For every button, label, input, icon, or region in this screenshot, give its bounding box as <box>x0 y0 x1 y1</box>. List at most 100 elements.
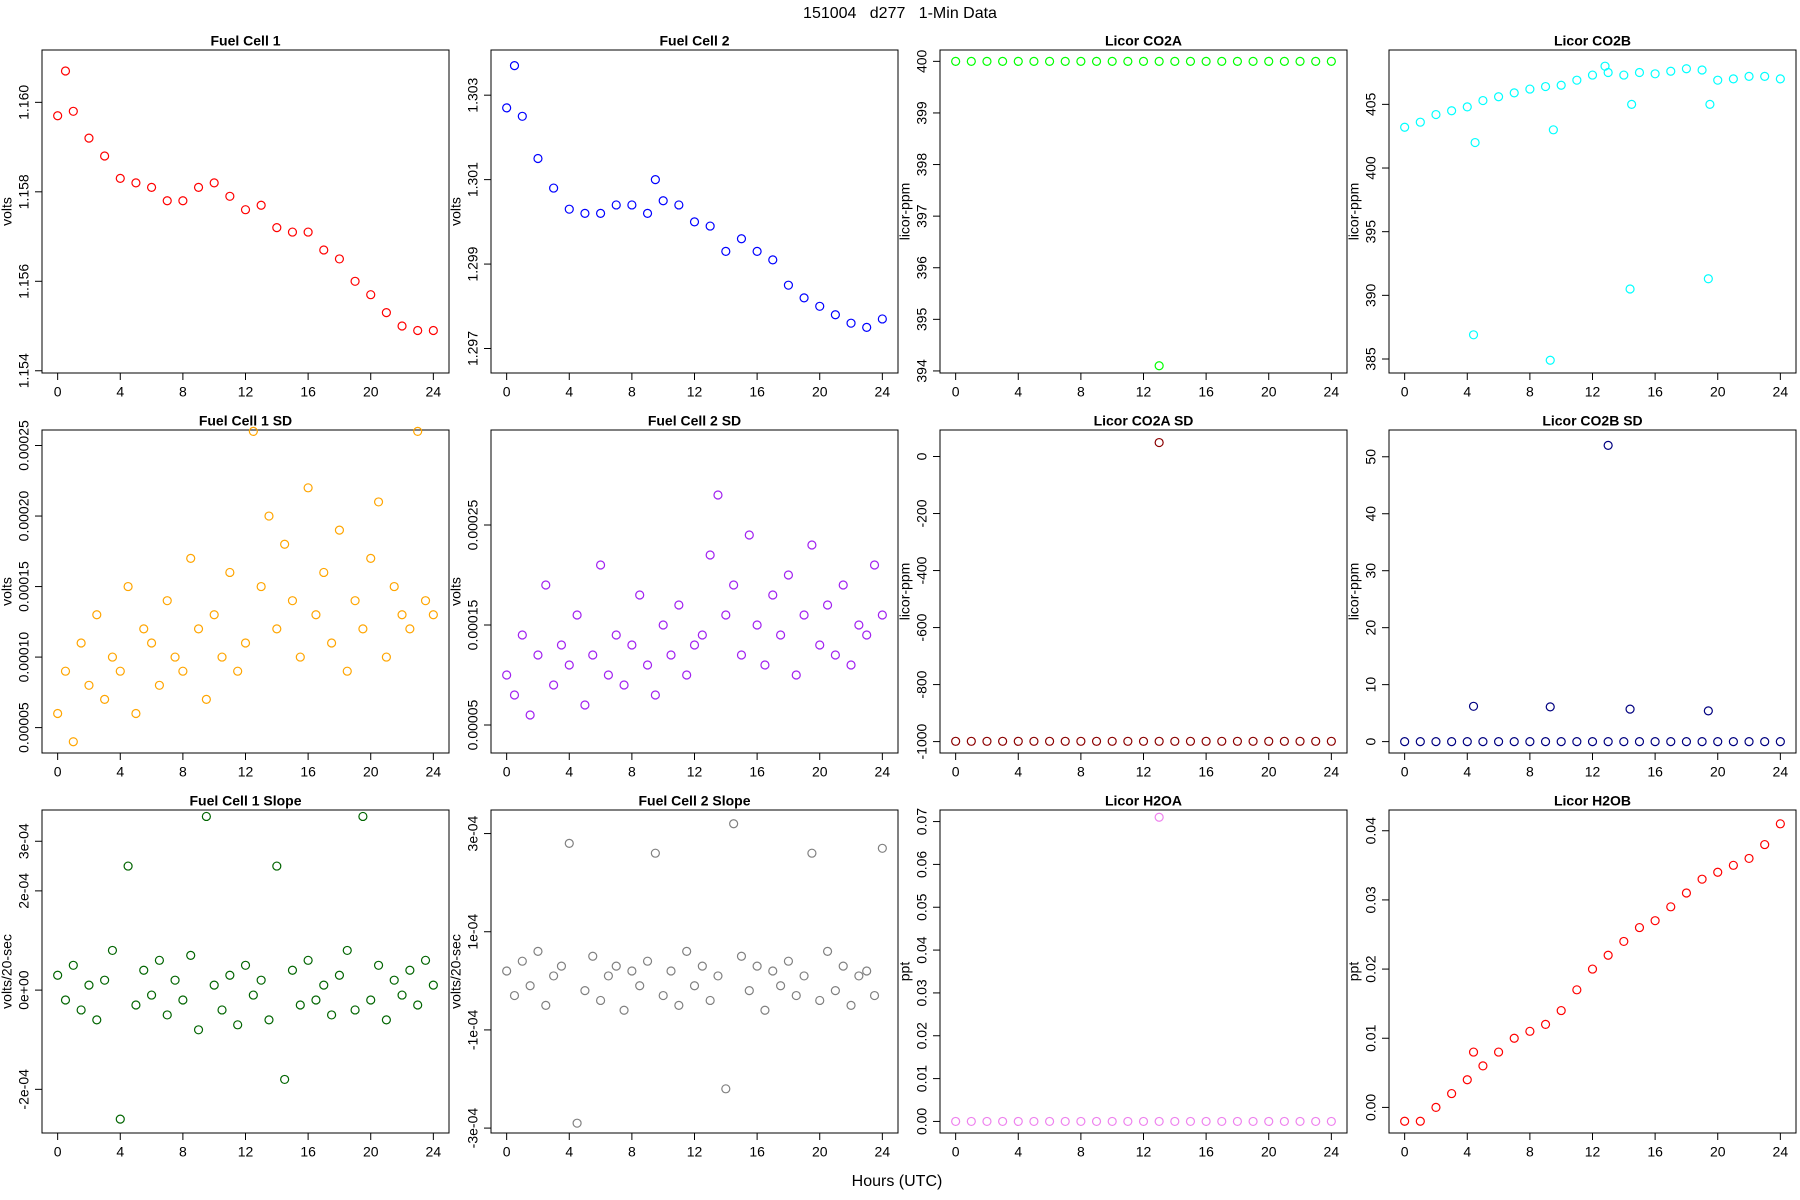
point <box>107 652 118 662</box>
point <box>311 995 321 1005</box>
point <box>272 861 282 871</box>
x-tick-label: 4 <box>1014 384 1022 400</box>
point <box>799 610 809 620</box>
point <box>68 737 78 747</box>
point <box>791 990 801 1001</box>
y-tick-label: 0.02 <box>914 1022 930 1049</box>
point <box>1232 1116 1243 1127</box>
point <box>1619 737 1629 747</box>
point <box>1619 70 1629 80</box>
point <box>186 950 196 960</box>
point <box>533 650 543 660</box>
point <box>287 227 298 237</box>
point <box>1556 737 1566 747</box>
point <box>1760 71 1770 81</box>
point <box>556 961 567 971</box>
y-tick-label: 40 <box>1363 506 1379 522</box>
y-tick-label: 0.00025 <box>465 499 481 550</box>
y-tick-label: -1e-04 <box>465 1009 481 1050</box>
point <box>783 956 794 966</box>
point <box>413 426 423 437</box>
point <box>752 246 762 256</box>
point <box>428 610 438 620</box>
y-axis-label: licor-ppm <box>1346 563 1362 621</box>
y-tick-label: 395 <box>914 307 930 331</box>
y-tick-label: 0.04 <box>914 936 930 963</box>
point <box>951 736 961 746</box>
point <box>509 61 520 71</box>
panel-title: Fuel Cell 2 Slope <box>638 793 750 809</box>
point <box>381 1015 391 1025</box>
point <box>854 971 864 981</box>
point <box>674 600 684 610</box>
point <box>248 426 258 437</box>
point <box>1415 1116 1425 1126</box>
point <box>1572 75 1582 85</box>
point <box>68 106 78 116</box>
point <box>1775 819 1785 829</box>
point <box>721 246 731 256</box>
page-title: 151004 d277 1-Min Data <box>803 5 997 22</box>
point <box>1060 1116 1070 1127</box>
point <box>1279 56 1289 66</box>
x-tick-label: 0 <box>1401 764 1409 780</box>
plot-frame <box>939 429 1348 754</box>
y-tick-label: 0.02 <box>1363 955 1379 982</box>
point <box>1107 736 1117 746</box>
point <box>998 1116 1008 1127</box>
point <box>1154 437 1164 448</box>
point <box>595 208 606 218</box>
point <box>413 325 423 336</box>
point <box>729 819 739 829</box>
point <box>721 610 731 620</box>
point <box>1248 736 1258 746</box>
point <box>517 111 527 121</box>
point <box>611 961 621 971</box>
x-tick-label: 8 <box>1526 764 1534 780</box>
point <box>846 1000 856 1010</box>
point <box>233 1020 243 1030</box>
x-tick-label: 8 <box>179 764 187 780</box>
point <box>272 223 282 233</box>
point <box>178 995 188 1005</box>
point <box>549 680 559 690</box>
point <box>611 200 621 210</box>
point <box>1666 66 1676 76</box>
point <box>397 321 407 331</box>
y-axis-label: ppt <box>1346 962 1362 982</box>
point <box>1447 106 1457 116</box>
x-tick-label: 24 <box>875 384 891 400</box>
x-tick-label: 0 <box>952 384 960 400</box>
x-tick-label: 0 <box>54 764 62 780</box>
point <box>982 736 992 746</box>
point <box>580 700 590 710</box>
point <box>350 596 360 606</box>
point <box>405 965 415 975</box>
y-tick-label: 394 <box>914 359 930 383</box>
point <box>1311 56 1321 66</box>
point <box>1217 736 1227 746</box>
point <box>1556 1005 1566 1016</box>
point <box>783 570 794 580</box>
x-tick-label: 12 <box>238 384 254 400</box>
point <box>517 630 527 640</box>
point <box>381 652 391 662</box>
point <box>1509 1033 1519 1043</box>
point <box>838 580 848 590</box>
point <box>100 975 110 985</box>
x-tick-label: 12 <box>1136 764 1152 780</box>
point <box>1713 867 1723 877</box>
point <box>642 660 653 670</box>
x-tick-label: 12 <box>687 764 703 780</box>
plot-frame <box>490 809 899 1134</box>
point <box>1650 916 1660 926</box>
point <box>1264 1116 1274 1127</box>
point <box>1744 737 1754 747</box>
y-tick-label: -600 <box>914 613 930 641</box>
y-tick-label: 0.00020 <box>16 491 32 542</box>
point <box>146 638 157 648</box>
point <box>846 660 856 670</box>
point <box>689 981 700 991</box>
y-axis-label: volts <box>0 577 15 606</box>
plot-frame <box>41 49 450 374</box>
